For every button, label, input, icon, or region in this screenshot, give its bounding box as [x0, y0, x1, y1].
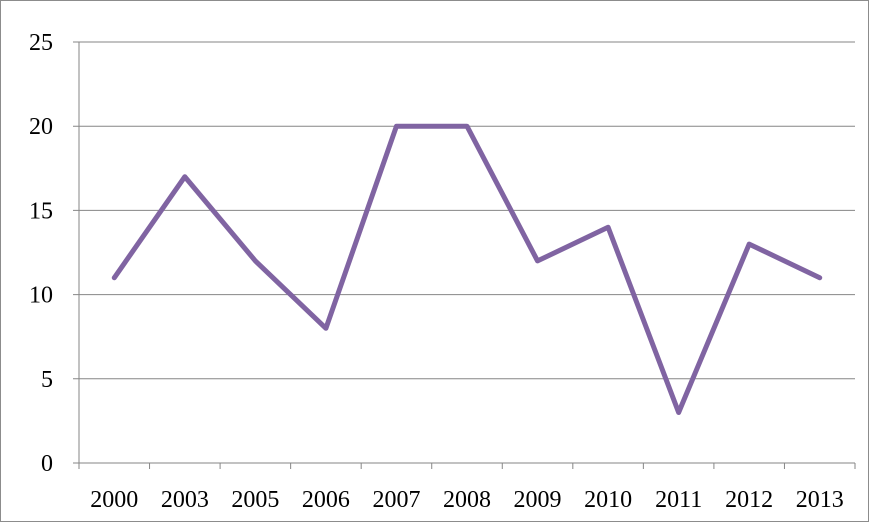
x-tick-label: 2013	[796, 487, 844, 513]
y-tick-label: 5	[41, 367, 53, 393]
x-tick-label: 2011	[655, 487, 702, 513]
data-point	[607, 226, 609, 228]
series	[111, 123, 823, 415]
data-point	[184, 176, 186, 178]
x-tick-label: 2009	[514, 487, 562, 513]
data-point	[254, 260, 256, 262]
x-tick-label: 2005	[231, 487, 279, 513]
x-tick-label: 2008	[443, 487, 491, 513]
x-tick-label: 2012	[725, 487, 773, 513]
data-point	[395, 125, 397, 127]
y-tick-label: 0	[41, 451, 53, 477]
y-tick-label: 25	[29, 30, 53, 56]
data-point	[113, 277, 115, 279]
x-tick-label: 2007	[372, 487, 420, 513]
data-point	[325, 327, 327, 329]
y-tick-label: 10	[29, 283, 53, 309]
axes	[73, 42, 856, 469]
series-line	[111, 123, 823, 415]
data-point	[819, 277, 821, 279]
x-tick-label: 2000	[90, 487, 138, 513]
y-tick-label: 15	[29, 198, 53, 224]
data-point	[466, 125, 468, 127]
x-tick-labels: 2000 2003 2005 2006 2007 2008 2009 2010 2011 2012…	[90, 487, 843, 513]
y-tick-label: 20	[29, 114, 53, 140]
data-point	[537, 260, 539, 262]
data-point	[678, 411, 680, 413]
x-tick-label: 2003	[161, 487, 209, 513]
data-point	[748, 243, 750, 245]
x-tick-label: 2010	[584, 487, 632, 513]
gridlines	[73, 41, 855, 380]
y-tick-labels: 0 5 10 15 20 25	[29, 30, 53, 477]
x-tick-label: 2006	[302, 487, 350, 513]
